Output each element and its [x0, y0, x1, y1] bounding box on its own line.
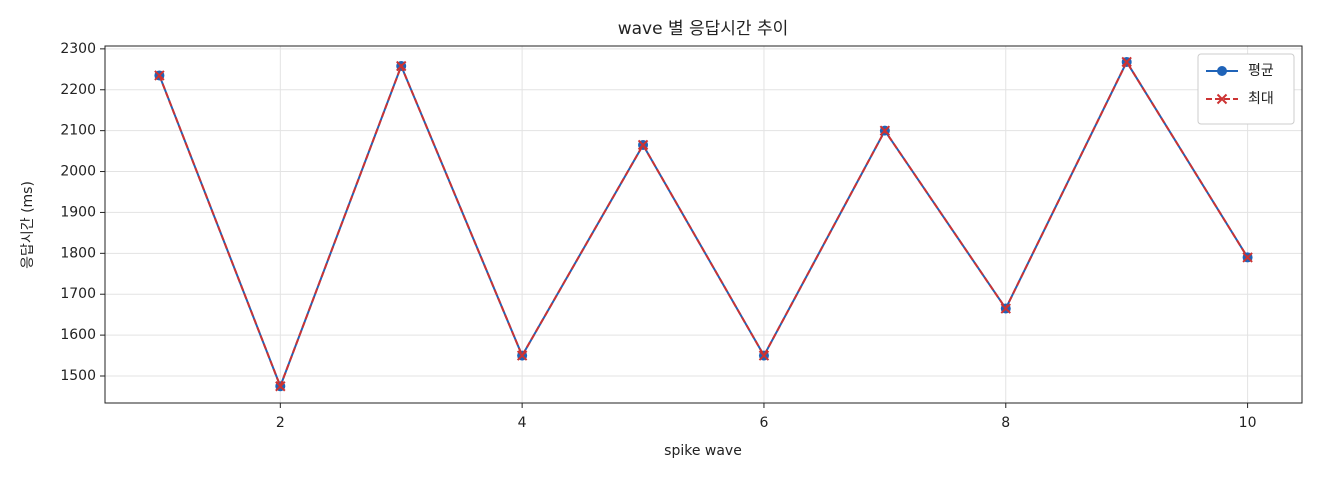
y-tick-label: 2100 [60, 123, 96, 139]
legend-label: 최대 [1248, 91, 1274, 107]
marker [516, 350, 528, 361]
y-tick-label: 1600 [60, 327, 96, 343]
marker [637, 139, 649, 151]
series-line [158, 59, 1249, 390]
x-tick-label: 8 [1001, 415, 1010, 431]
marker [758, 350, 770, 361]
marker [1121, 56, 1132, 68]
x-tick-label: 2 [276, 415, 285, 431]
legend-box [1197, 53, 1295, 125]
marker [396, 60, 407, 72]
chart-title: wave 별 응답시간 추이 [618, 19, 789, 39]
y-tick-label: 2000 [60, 164, 96, 180]
legend-label: 평균 [1248, 63, 1274, 79]
series-line [158, 59, 1249, 390]
marker [879, 125, 891, 136]
legend-marker [1217, 66, 1227, 76]
y-tick-label: 1500 [60, 368, 96, 384]
y-tick-label: 1800 [60, 245, 96, 261]
x-tick-label: 10 [1239, 415, 1257, 431]
x-tick-label: 4 [518, 415, 527, 431]
y-tick-label: 1700 [60, 286, 96, 302]
marker [1000, 303, 1011, 314]
x-axis-label: spike wave [664, 443, 742, 459]
legend-marker [1216, 93, 1228, 105]
y-axis-label: 응답시간 (ms) [20, 181, 36, 269]
marker [154, 70, 165, 81]
plot-frame [104, 45, 1303, 404]
y-tick-label: 1900 [60, 204, 96, 220]
y-tick-label: 2300 [60, 41, 96, 57]
x-tick-label: 6 [759, 415, 768, 431]
y-tick-label: 2200 [60, 82, 96, 98]
marker [1242, 252, 1253, 263]
marker [275, 381, 286, 392]
